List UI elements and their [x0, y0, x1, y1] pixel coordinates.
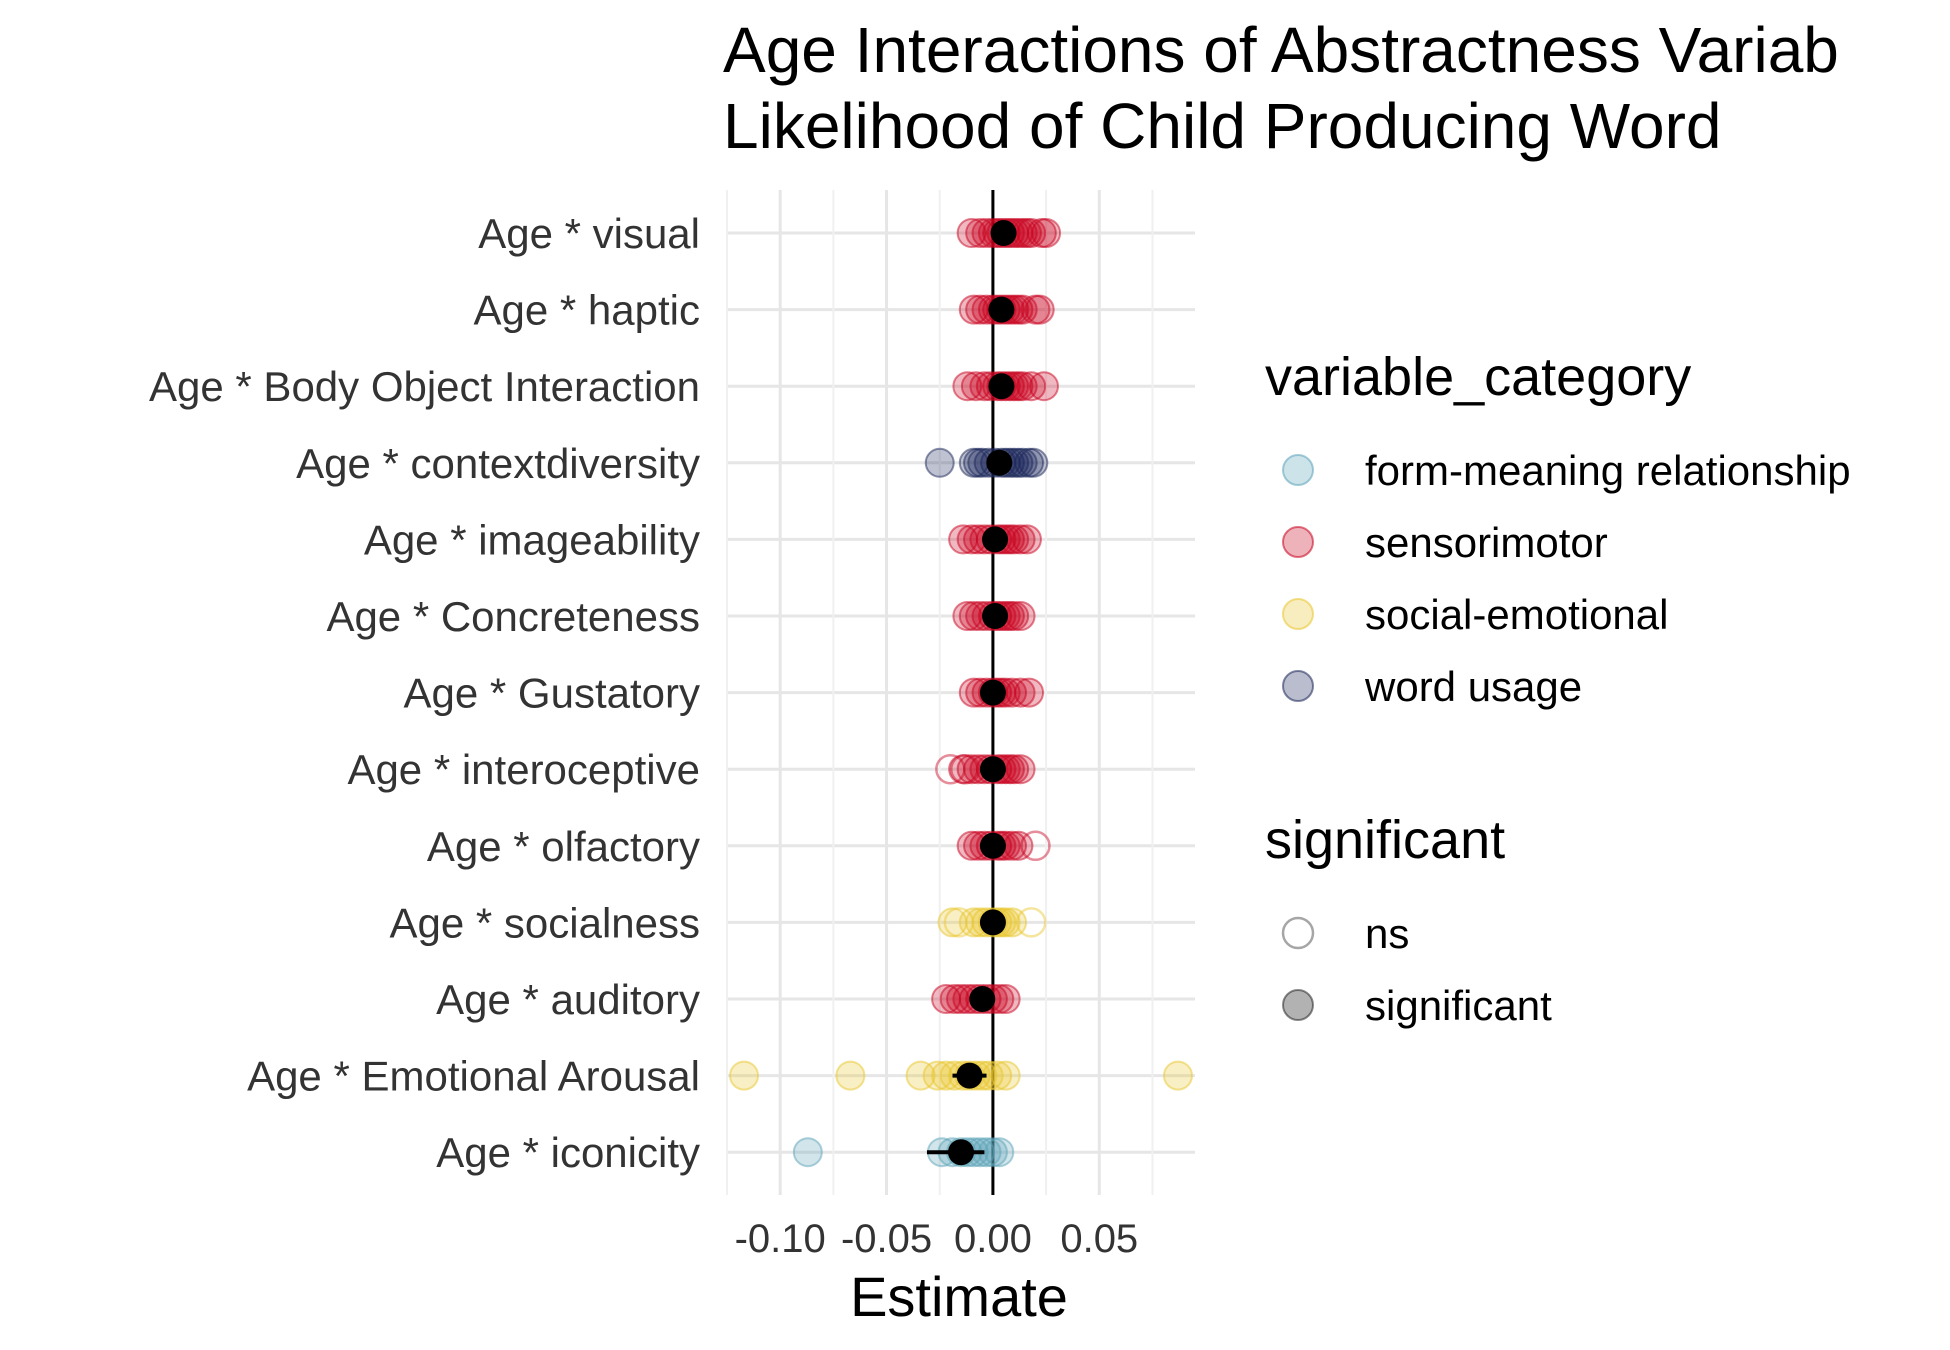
data-point-significant	[1018, 447, 1049, 478]
legend-label: significant	[1365, 982, 1552, 1029]
legend-key	[1282, 670, 1314, 702]
y-axis-label: Age * interoceptive	[347, 746, 700, 793]
mean-point	[988, 296, 1015, 323]
y-axis-label: Age * Gustatory	[404, 670, 700, 717]
mean-point	[969, 986, 996, 1012]
data-point-significant	[905, 1060, 936, 1091]
title-line-2: Likelihood of Child Producing Word	[723, 90, 1722, 162]
y-axis-label: Age * haptic	[474, 287, 701, 334]
data-point-significant	[1005, 677, 1036, 708]
x-axis-tick-label: 0.05	[1060, 1217, 1138, 1261]
mean-point	[979, 679, 1006, 706]
legend: variable_category form-meaning relations…	[1265, 347, 1851, 1029]
legend-title-significant: significant	[1265, 810, 1505, 870]
data-point-ns	[1020, 830, 1051, 862]
y-axis-label: Age * iconicity	[436, 1129, 700, 1176]
data-point-significant	[990, 984, 1021, 1014]
data-point-significant	[1005, 754, 1036, 785]
data-point-significant	[1162, 1060, 1193, 1091]
y-axis-label: Age * auditory	[436, 976, 700, 1023]
legend-label: form-meaning relationship	[1365, 447, 1851, 494]
data-point-significant	[1003, 830, 1034, 861]
mean-point	[990, 220, 1017, 246]
data-point-significant	[1005, 601, 1036, 631]
x-axis-tick-label: -0.05	[841, 1217, 932, 1261]
x-axis-tick-labels: -0.10 -0.05 0.00 0.05	[735, 1217, 1139, 1261]
y-axis-label: Age * socialness	[389, 899, 700, 946]
mean-estimates	[926, 220, 1017, 1166]
mean-point	[982, 526, 1009, 553]
legend-label: ns	[1365, 910, 1409, 957]
legend-key-significant	[1282, 989, 1314, 1021]
x-axis-title: Estimate	[850, 1265, 1068, 1328]
x-axis-tick-label: -0.10	[735, 1217, 826, 1261]
y-axis-label: Age * Emotional Arousal	[247, 1053, 700, 1100]
data-point-significant	[1031, 218, 1062, 248]
data-point-significant	[1024, 294, 1055, 325]
mean-point	[979, 909, 1006, 936]
data-point-significant	[984, 1137, 1015, 1168]
legend-label: word usage	[1364, 663, 1582, 710]
data-point-significant	[835, 1060, 866, 1091]
data-point-significant	[1016, 371, 1047, 402]
data-point-significant	[729, 1060, 760, 1091]
legend-key-ns	[1281, 916, 1315, 950]
y-axis-label: Age * visual	[478, 210, 700, 257]
data-point-significant	[990, 1060, 1021, 1091]
y-axis-label: Age * olfactory	[427, 823, 700, 870]
y-axis-label: Age * contextdiversity	[296, 440, 700, 487]
data-point-significant	[952, 371, 983, 402]
legend-title-variable-category: variable_category	[1265, 347, 1691, 407]
legend-variable-category-items: form-meaning relationship sensorimotor soc…	[1282, 447, 1851, 710]
y-axis-label: Age * imageability	[364, 516, 700, 563]
data-point-ns	[1015, 907, 1047, 938]
mean-point	[948, 1139, 974, 1166]
legend-key	[1282, 526, 1314, 558]
legend-key	[1282, 598, 1314, 630]
legend-label: sensorimotor	[1365, 519, 1608, 566]
title-line-1: Age Interactions of Abstractness Variab	[723, 14, 1839, 86]
data-point-significant	[1011, 524, 1042, 555]
data-point-significant	[1014, 677, 1045, 708]
chart-title: Age Interactions of Abstractness Variab …	[723, 14, 1839, 162]
y-axis-label: Age * Body Object Interaction	[149, 363, 700, 410]
mean-point	[986, 449, 1013, 476]
data-point-significant	[922, 1060, 953, 1091]
data-point-significant	[924, 447, 955, 478]
y-axis-label: Age * Concreteness	[326, 593, 700, 640]
mean-point	[956, 1062, 983, 1089]
legend-key	[1282, 454, 1314, 486]
mean-point	[979, 756, 1006, 783]
legend-significant-items: ns significant	[1281, 910, 1552, 1029]
x-axis-tick-label: 0.00	[954, 1217, 1032, 1261]
y-axis-labels: Age * visual Age * haptic Age * Body Objec…	[149, 210, 700, 1176]
mean-point	[988, 373, 1015, 400]
mean-point	[979, 832, 1006, 859]
mean-point	[982, 603, 1009, 629]
data-point-significant	[792, 1137, 823, 1168]
data-point-significant	[1028, 371, 1059, 402]
legend-label: social-emotional	[1365, 591, 1668, 638]
